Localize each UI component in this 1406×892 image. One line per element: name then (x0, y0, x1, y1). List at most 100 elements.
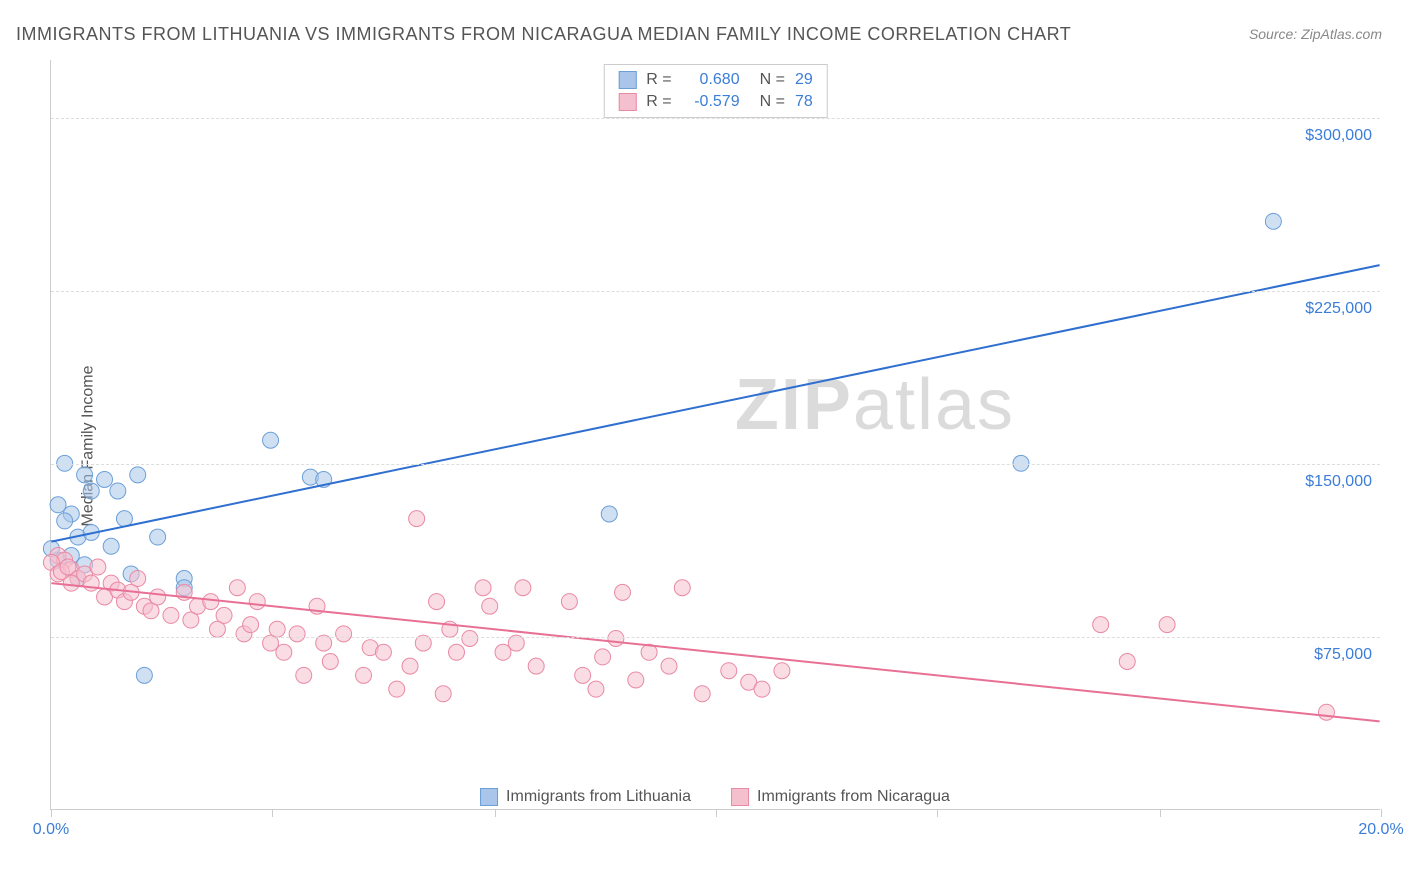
legend-r-value: -0.579 (682, 93, 740, 111)
data-point (163, 607, 179, 623)
x-tick (495, 809, 496, 817)
legend-r-label: R = (646, 93, 671, 111)
legend-swatch (731, 788, 749, 806)
data-point (116, 511, 132, 527)
data-point (103, 538, 119, 554)
gridline (51, 464, 1380, 465)
data-point (97, 471, 113, 487)
legend-r-value: 0.680 (682, 71, 740, 89)
trend-line (51, 265, 1379, 542)
chart-title: IMMIGRANTS FROM LITHUANIA VS IMMIGRANTS … (16, 24, 1071, 45)
data-point (561, 594, 577, 610)
y-tick-label: $75,000 (1314, 646, 1372, 664)
data-point (57, 513, 73, 529)
x-tick (1160, 809, 1161, 817)
data-point (130, 571, 146, 587)
data-point (375, 644, 391, 660)
data-point (694, 686, 710, 702)
data-point (661, 658, 677, 674)
y-tick-label: $300,000 (1305, 127, 1372, 145)
y-tick-label: $150,000 (1305, 473, 1372, 491)
data-point (77, 467, 93, 483)
data-point (1318, 704, 1334, 720)
data-point (528, 658, 544, 674)
legend-swatch (480, 788, 498, 806)
legend-row: R = 0.680 N = 29 (618, 69, 812, 91)
data-point (1119, 654, 1135, 670)
data-point (289, 626, 305, 642)
source-attribution: Source: ZipAtlas.com (1249, 26, 1382, 42)
data-point (296, 667, 312, 683)
data-point (1159, 617, 1175, 633)
data-point (336, 626, 352, 642)
data-point (409, 511, 425, 527)
data-point (674, 580, 690, 596)
data-point (150, 589, 166, 605)
gridline (51, 291, 1380, 292)
legend-n-label: N = (760, 71, 785, 89)
x-tick (272, 809, 273, 817)
legend-item: Immigrants from Nicaragua (731, 788, 950, 806)
data-point (269, 621, 285, 637)
legend-swatch (618, 71, 636, 89)
legend-r-label: R = (646, 71, 671, 89)
chart-area: ZIPatlas R =0.680N =29R =-0.579N =78 $75… (50, 60, 1380, 810)
data-point (150, 529, 166, 545)
data-point (216, 607, 232, 623)
legend-n-value: 78 (795, 93, 813, 111)
data-point (389, 681, 405, 697)
data-point (1093, 617, 1109, 633)
legend-n-value: 29 (795, 71, 813, 89)
data-point (721, 663, 737, 679)
data-point (515, 580, 531, 596)
data-point (90, 559, 106, 575)
data-point (263, 432, 279, 448)
data-point (482, 598, 498, 614)
legend-n-label: N = (760, 93, 785, 111)
data-point (615, 584, 631, 600)
data-point (130, 467, 146, 483)
trend-line (51, 583, 1379, 721)
legend-item: Immigrants from Lithuania (480, 788, 691, 806)
data-point (774, 663, 790, 679)
data-point (449, 644, 465, 660)
data-point (229, 580, 245, 596)
y-tick-label: $225,000 (1305, 300, 1372, 318)
gridline (51, 637, 1380, 638)
plot-svg (51, 60, 1380, 809)
data-point (435, 686, 451, 702)
data-point (575, 667, 591, 683)
data-point (136, 667, 152, 683)
data-point (356, 667, 372, 683)
data-point (249, 594, 265, 610)
data-point (475, 580, 491, 596)
data-point (110, 483, 126, 499)
series-legend: Immigrants from Lithuania Immigrants from… (480, 788, 950, 806)
correlation-legend: R = 0.680 N = 29 R = -0.579 N = 78 (603, 64, 827, 118)
data-point (203, 594, 219, 610)
data-point (243, 617, 259, 633)
data-point (495, 644, 511, 660)
plot-region: ZIPatlas R =0.680N =29R =-0.579N =78 $75… (50, 60, 1380, 810)
data-point (462, 630, 478, 646)
data-point (608, 630, 624, 646)
data-point (322, 654, 338, 670)
data-point (429, 594, 445, 610)
data-point (588, 681, 604, 697)
data-point (60, 559, 76, 575)
legend-row: R = -0.579 N = 78 (618, 91, 812, 113)
data-point (1265, 213, 1281, 229)
data-point (595, 649, 611, 665)
data-point (402, 658, 418, 674)
data-point (754, 681, 770, 697)
x-tick-label: 20.0% (1358, 821, 1403, 839)
legend-label: Immigrants from Nicaragua (757, 788, 950, 806)
x-tick (937, 809, 938, 817)
data-point (601, 506, 617, 522)
data-point (50, 497, 66, 513)
legend-swatch (618, 93, 636, 111)
x-tick (716, 809, 717, 817)
data-point (276, 644, 292, 660)
data-point (628, 672, 644, 688)
x-tick-label: 0.0% (33, 821, 69, 839)
